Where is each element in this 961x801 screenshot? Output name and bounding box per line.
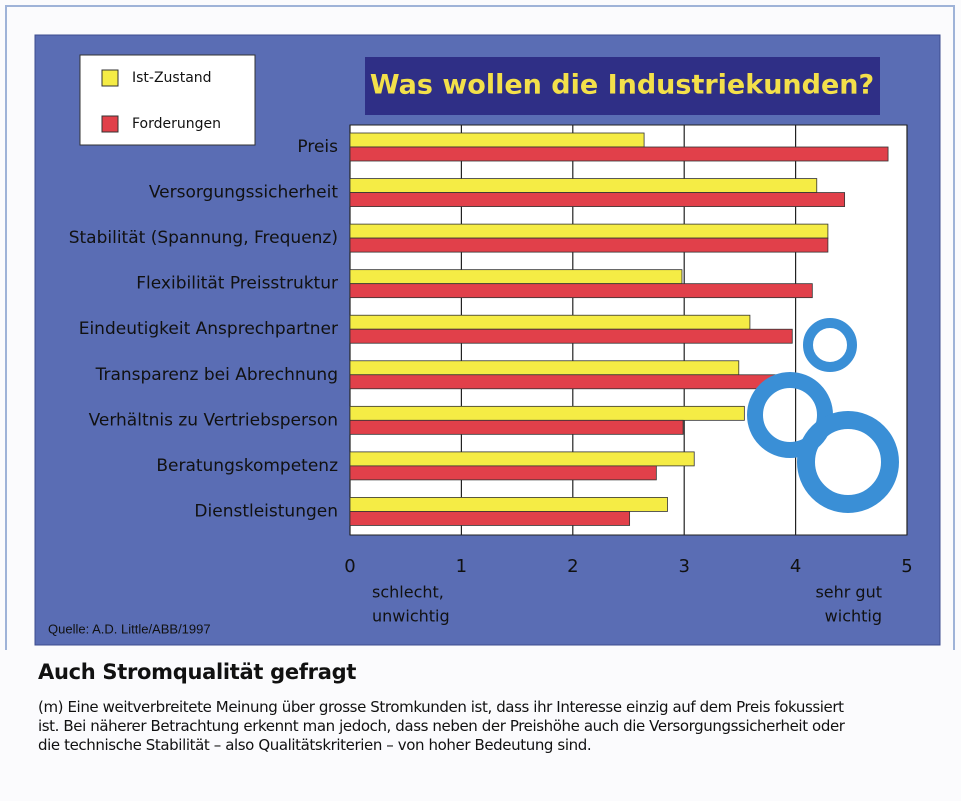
axis-annotation: unwichtig <box>372 607 450 626</box>
y-tick-label: Versorgungssicherheit <box>149 183 339 203</box>
axis-annotation: sehr gut <box>815 583 882 602</box>
article-body: (m) Eine weitverbreitete Meinung über gr… <box>38 698 938 755</box>
axis-annotation: schlecht, <box>372 583 444 602</box>
x-tick-label: 5 <box>901 556 912 577</box>
x-tick-label: 3 <box>678 556 689 577</box>
body-line: (m) Eine weitverbreitete Meinung über gr… <box>38 698 938 717</box>
body-line: ist. Bei näherer Betrachtung erkennt man… <box>38 717 938 736</box>
bar <box>350 420 683 434</box>
article: Auch Stromqualität gefragt (m) Eine weit… <box>38 660 938 755</box>
x-tick-label: 4 <box>790 556 801 577</box>
axis-annotation: wichtig <box>825 607 882 626</box>
bar <box>350 329 792 343</box>
bar <box>350 497 667 511</box>
body-line: die technische Stabilität – also Qualitä… <box>38 736 938 755</box>
legend-label: Ist-Zustand <box>132 70 212 86</box>
bar <box>350 315 750 329</box>
bar <box>350 147 888 161</box>
y-tick-label: Dienstleistungen <box>194 501 338 521</box>
bar <box>350 361 739 375</box>
page: Was wollen die Industriekunden? Quelle: … <box>0 0 961 801</box>
y-tick-label: Verhältnis zu Vertriebsperson <box>89 410 338 430</box>
y-tick-label: Transparenz bei Abrechnung <box>95 365 338 385</box>
bar <box>350 466 656 480</box>
bar <box>350 224 828 238</box>
y-tick-label: Eindeutigkeit Ansprechpartner <box>79 319 338 339</box>
legend-label: Forderungen <box>132 116 221 132</box>
x-tick-label: 2 <box>567 556 578 577</box>
y-tick-label: Beratungskompetenz <box>156 456 338 476</box>
legend-swatch <box>102 70 118 86</box>
bar <box>350 238 828 252</box>
bar <box>350 452 694 466</box>
bar <box>350 406 744 420</box>
bar <box>350 284 812 298</box>
chart: Was wollen die Industriekunden? Quelle: … <box>0 0 961 650</box>
y-tick-label: Preis <box>297 137 338 157</box>
article-heading: Auch Stromqualität gefragt <box>38 660 938 684</box>
bar <box>350 375 778 389</box>
x-tick-label: 0 <box>344 556 355 577</box>
x-tick-label: 1 <box>456 556 467 577</box>
bar <box>350 511 630 525</box>
source: Quelle: A.D. Little/ABB/1997 <box>48 621 211 636</box>
chart-title: Was wollen die Industriekunden? <box>370 70 874 101</box>
legend-swatch <box>102 116 118 132</box>
bar <box>350 270 682 284</box>
y-tick-label: Stabilität (Spannung, Frequenz) <box>69 228 338 248</box>
bar <box>350 133 644 147</box>
y-tick-label: Flexibilität Preisstruktur <box>136 274 338 294</box>
bar <box>350 179 817 193</box>
bar <box>350 193 845 207</box>
